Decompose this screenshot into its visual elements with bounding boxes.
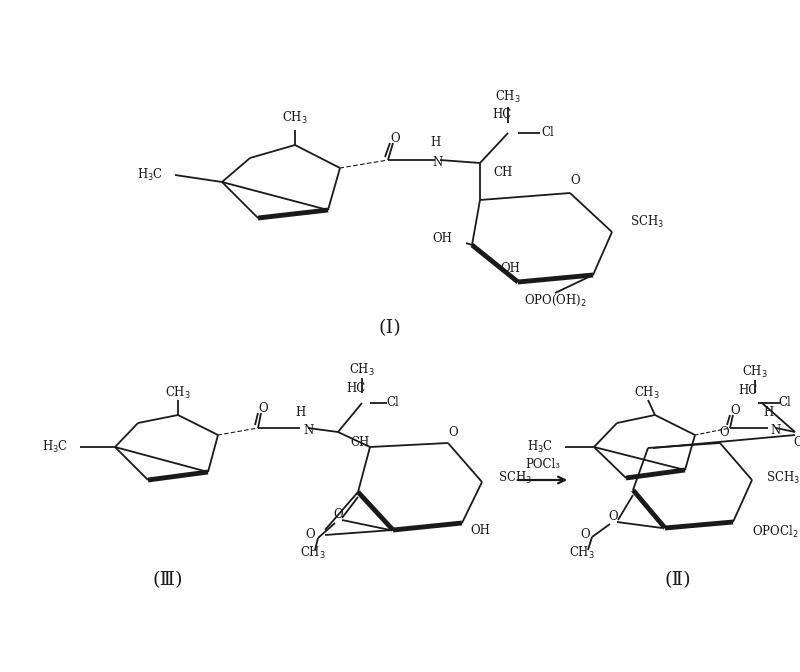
- Text: Cl: Cl: [386, 396, 399, 409]
- Text: SCH$_3$: SCH$_3$: [630, 214, 664, 230]
- Text: CH$_3$: CH$_3$: [282, 110, 308, 126]
- Text: H$_3$C: H$_3$C: [137, 167, 163, 183]
- Text: O: O: [719, 427, 729, 439]
- Text: CH$_3$: CH$_3$: [634, 385, 660, 401]
- Text: O: O: [390, 132, 400, 144]
- Text: (Ⅱ): (Ⅱ): [665, 571, 691, 589]
- Text: HC: HC: [492, 108, 512, 122]
- Text: O: O: [333, 509, 343, 521]
- Text: N: N: [433, 157, 443, 169]
- Text: CH: CH: [493, 167, 512, 179]
- Text: N: N: [770, 423, 780, 437]
- Text: H$_3$C: H$_3$C: [527, 439, 553, 455]
- Text: HC: HC: [738, 384, 758, 396]
- Text: CH$_3$: CH$_3$: [495, 89, 521, 105]
- Text: H: H: [430, 136, 440, 149]
- Text: OPOCl$_2$: OPOCl$_2$: [752, 524, 798, 540]
- Text: O: O: [580, 528, 590, 542]
- Text: CH$_3$: CH$_3$: [165, 385, 191, 401]
- Text: H: H: [295, 405, 305, 419]
- Text: Cl: Cl: [542, 126, 554, 140]
- Text: N: N: [303, 423, 314, 437]
- Text: O: O: [570, 173, 580, 187]
- Text: SCH$_3$: SCH$_3$: [498, 470, 532, 486]
- Text: Cl: Cl: [778, 396, 791, 409]
- Text: OPO(OH)$_2$: OPO(OH)$_2$: [524, 292, 586, 308]
- Text: CH: CH: [350, 435, 370, 448]
- Text: HC: HC: [346, 382, 366, 394]
- Text: POCl₃: POCl₃: [525, 458, 560, 472]
- Text: CH: CH: [793, 437, 800, 450]
- Text: CH$_3$: CH$_3$: [300, 545, 326, 561]
- Text: H: H: [763, 407, 773, 419]
- Text: O: O: [448, 425, 458, 439]
- Text: O: O: [730, 403, 740, 417]
- Text: CH$_3$: CH$_3$: [569, 545, 595, 561]
- Text: (Ⅰ): (Ⅰ): [378, 319, 402, 337]
- Text: OH: OH: [500, 261, 520, 274]
- Text: OH: OH: [470, 523, 490, 536]
- Text: O: O: [305, 528, 315, 542]
- Text: SCH$_3$: SCH$_3$: [766, 470, 800, 486]
- Text: CH$_3$: CH$_3$: [349, 362, 375, 378]
- Text: H$_3$C: H$_3$C: [42, 439, 68, 455]
- Text: (Ⅲ): (Ⅲ): [153, 571, 183, 589]
- Text: O: O: [608, 511, 618, 523]
- Text: O: O: [258, 401, 268, 415]
- Text: CH$_3$: CH$_3$: [742, 364, 768, 380]
- Text: OH: OH: [432, 231, 452, 245]
